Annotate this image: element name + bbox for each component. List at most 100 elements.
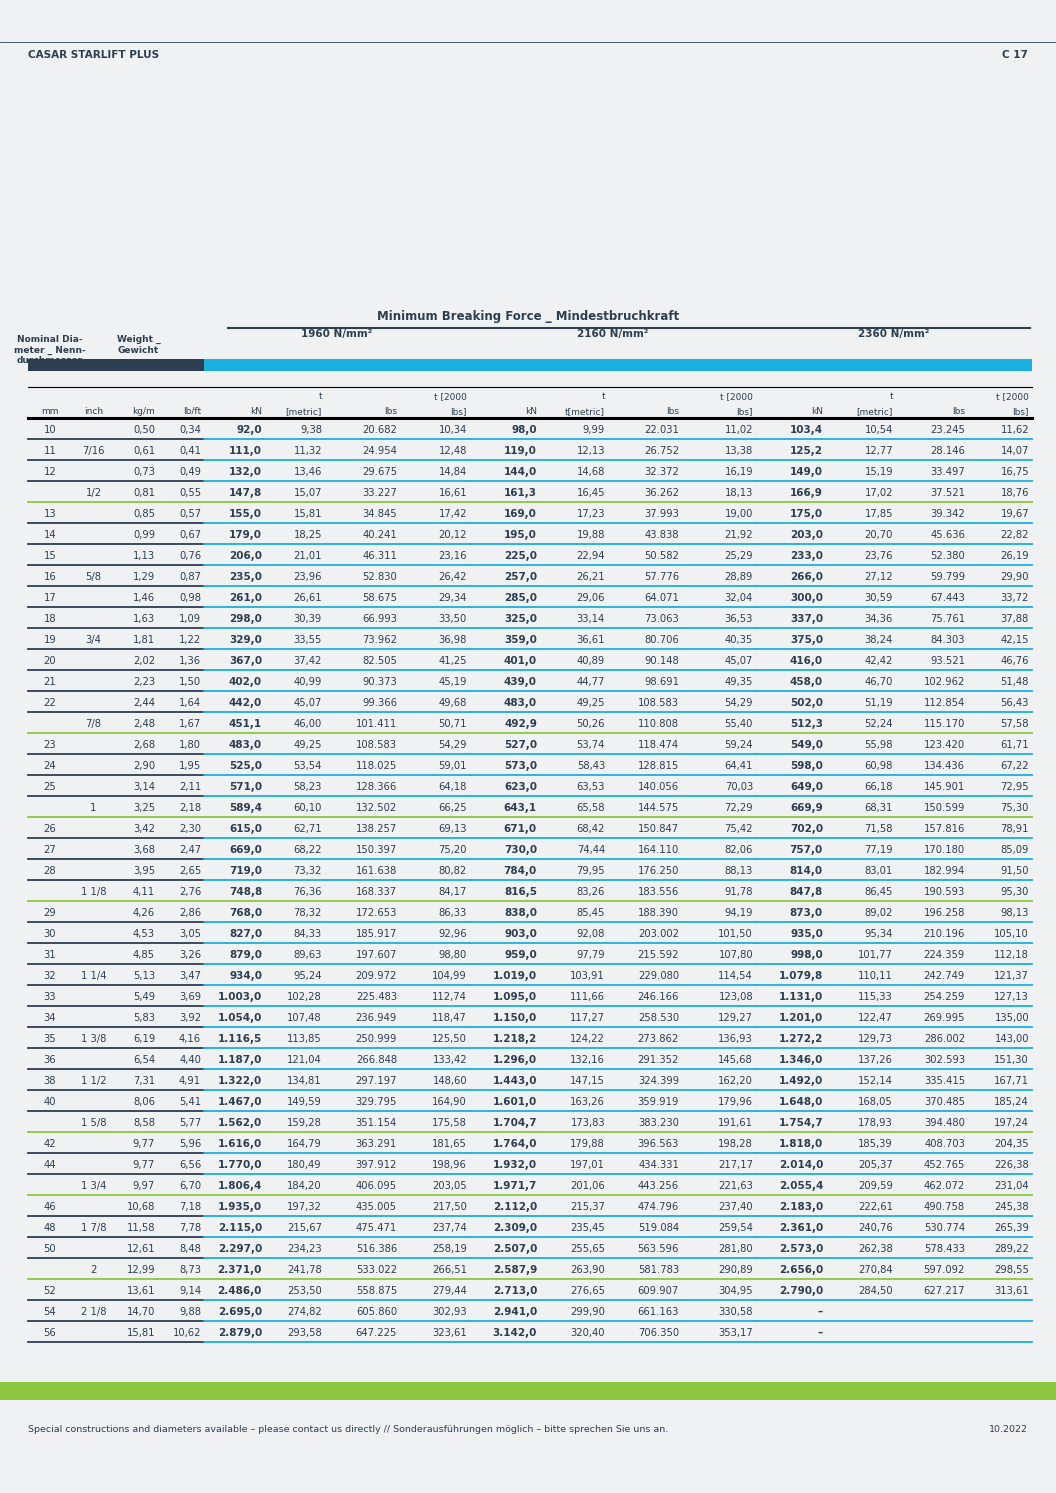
Text: 52.830: 52.830 (362, 572, 397, 582)
Text: 12: 12 (43, 466, 56, 476)
Text: 353,17: 353,17 (718, 1327, 753, 1338)
Text: 205,37: 205,37 (859, 1160, 893, 1169)
Text: 124,22: 124,22 (570, 1033, 605, 1044)
Text: 85,45: 85,45 (577, 908, 605, 918)
Text: 359.919: 359.919 (638, 1096, 679, 1106)
Text: inch: inch (83, 408, 103, 417)
Text: 1,95: 1,95 (178, 760, 201, 770)
Text: 114,54: 114,54 (718, 970, 753, 981)
Text: 64,18: 64,18 (438, 781, 467, 791)
Text: 1.648,0: 1.648,0 (778, 1096, 823, 1106)
Text: 2,47: 2,47 (178, 845, 201, 854)
Text: 2.695,0: 2.695,0 (218, 1306, 262, 1317)
Text: 605.860: 605.860 (356, 1306, 397, 1317)
Text: 58,23: 58,23 (294, 781, 322, 791)
Text: 204,35: 204,35 (995, 1139, 1029, 1148)
Text: 105,10: 105,10 (995, 929, 1029, 939)
Text: 661.163: 661.163 (638, 1306, 679, 1317)
Text: 137,26: 137,26 (859, 1054, 893, 1065)
Text: 49,35: 49,35 (724, 676, 753, 687)
Text: 1,67: 1,67 (178, 718, 201, 729)
Text: 16,19: 16,19 (724, 466, 753, 476)
Text: 0,73: 0,73 (133, 466, 155, 476)
Text: 40,89: 40,89 (577, 655, 605, 666)
Text: 197,32: 197,32 (287, 1202, 322, 1211)
Text: 11,58: 11,58 (127, 1223, 155, 1233)
Text: 132,0: 132,0 (229, 466, 262, 476)
Text: 3.142,0: 3.142,0 (493, 1327, 538, 1338)
Text: 492,9: 492,9 (504, 718, 538, 729)
Text: 21,92: 21,92 (724, 530, 753, 539)
Text: 4,40: 4,40 (180, 1054, 201, 1065)
Text: Special constructions and diameters available – please contact us directly // So: Special constructions and diameters avai… (29, 1424, 668, 1433)
Text: 406.095: 406.095 (356, 1181, 397, 1190)
Text: 1 1/4: 1 1/4 (80, 970, 107, 981)
Text: 42,42: 42,42 (865, 655, 893, 666)
Text: 0,98: 0,98 (180, 593, 201, 603)
Text: 33,50: 33,50 (438, 614, 467, 624)
Text: 60,98: 60,98 (865, 760, 893, 770)
Text: 490.758: 490.758 (924, 1202, 965, 1211)
Text: 23,76: 23,76 (865, 551, 893, 560)
Text: 13: 13 (43, 509, 56, 518)
Text: 215.592: 215.592 (638, 950, 679, 960)
Text: 266,0: 266,0 (790, 572, 823, 582)
Text: 1.754,7: 1.754,7 (778, 1118, 823, 1127)
Text: 71,58: 71,58 (865, 824, 893, 833)
Text: 179,0: 179,0 (229, 530, 262, 539)
Text: 11,62: 11,62 (1000, 424, 1029, 434)
Text: 1.818,0: 1.818,0 (778, 1139, 823, 1148)
Text: 10,62: 10,62 (172, 1327, 201, 1338)
Text: t: t (601, 393, 605, 402)
Text: 3,05: 3,05 (180, 929, 201, 939)
Text: 1,29: 1,29 (133, 572, 155, 582)
Text: 814,0: 814,0 (790, 866, 823, 875)
Text: 119,0: 119,0 (504, 445, 538, 455)
Text: 9,99: 9,99 (583, 424, 605, 434)
Text: 24.954: 24.954 (362, 445, 397, 455)
Text: 82.505: 82.505 (362, 655, 397, 666)
Text: 121,37: 121,37 (994, 970, 1029, 981)
Text: 1.054,0: 1.054,0 (218, 1012, 262, 1023)
Text: 330,58: 330,58 (718, 1306, 753, 1317)
Text: 175,58: 175,58 (432, 1118, 467, 1127)
Text: 98,13: 98,13 (1001, 908, 1029, 918)
Text: 274,82: 274,82 (287, 1306, 322, 1317)
Text: 112,18: 112,18 (994, 950, 1029, 960)
Text: 69,13: 69,13 (438, 824, 467, 833)
Text: 6,70: 6,70 (178, 1181, 201, 1190)
Text: 408.703: 408.703 (924, 1139, 965, 1148)
Text: 879,0: 879,0 (229, 950, 262, 960)
Text: 16: 16 (43, 572, 56, 582)
Text: 65,58: 65,58 (577, 803, 605, 812)
Text: 29: 29 (43, 908, 56, 918)
Text: kN: kN (250, 408, 262, 417)
Text: 55,40: 55,40 (724, 718, 753, 729)
Text: 16,75: 16,75 (1000, 466, 1029, 476)
Text: 847,8: 847,8 (790, 887, 823, 897)
Text: 452.765: 452.765 (924, 1160, 965, 1169)
Text: 1.187,0: 1.187,0 (218, 1054, 262, 1065)
Text: 370.485: 370.485 (924, 1096, 965, 1106)
Text: 1.806,4: 1.806,4 (218, 1181, 262, 1190)
Text: 123.420: 123.420 (924, 739, 965, 749)
Text: 2,30: 2,30 (180, 824, 201, 833)
Text: 83,01: 83,01 (865, 866, 893, 875)
Text: 14,07: 14,07 (1001, 445, 1029, 455)
Text: 286.002: 286.002 (924, 1033, 965, 1044)
Text: 669,0: 669,0 (229, 845, 262, 854)
Text: 329.795: 329.795 (356, 1096, 397, 1106)
Text: 1.616,0: 1.616,0 (218, 1139, 262, 1148)
Text: 98,0: 98,0 (511, 424, 538, 434)
Text: 6,19: 6,19 (133, 1033, 155, 1044)
Text: 719,0: 719,0 (229, 866, 262, 875)
Text: 1.971,7: 1.971,7 (493, 1181, 538, 1190)
Text: 1: 1 (91, 803, 97, 812)
Text: 221,63: 221,63 (718, 1181, 753, 1190)
Text: 6,54: 6,54 (133, 1054, 155, 1065)
Text: 337,0: 337,0 (790, 614, 823, 624)
Text: 2.183,0: 2.183,0 (778, 1202, 823, 1211)
Text: 18,13: 18,13 (724, 488, 753, 497)
Text: 5,13: 5,13 (133, 970, 155, 981)
Text: 2.297,0: 2.297,0 (218, 1244, 262, 1254)
